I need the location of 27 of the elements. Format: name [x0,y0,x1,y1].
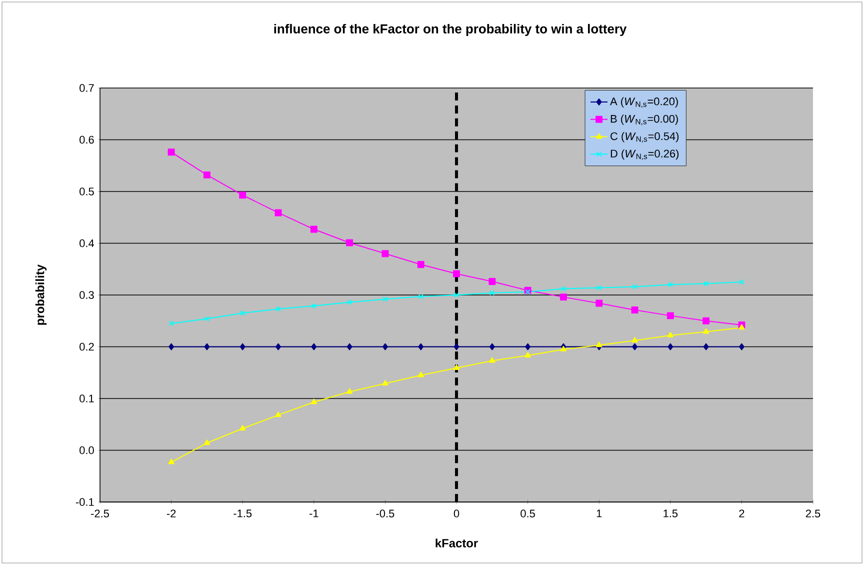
x-tick-label: 2 [739,510,744,518]
y-tick-label: 0.2 [80,342,94,351]
x-tick-label: -1 [310,510,318,518]
legend-label: D (W$_{N,s}$=0.26) [610,149,679,160]
x-tick-label: 0 [454,510,460,518]
x-tick-label: -2.5 [91,510,109,518]
y-tick-label: 0.0 [80,446,94,454]
x-tick-label: 1.5 [664,510,678,518]
y-tick-label: 0.1 [80,394,94,402]
x-tick-label: 2.5 [806,510,820,518]
y-tick-label: 0.7 [80,84,94,92]
legend-label: C (W$_{N,s}$=0.54) [610,132,679,143]
y-tick-label: -0.1 [76,498,94,506]
x-tick-label: -0.5 [376,510,394,518]
y-axis-title: probability [35,264,47,325]
legend-label: B (W$_{N,s}$=0.00) [610,114,678,126]
x-tick-label: 1 [596,510,602,518]
x-axis-title: kFactor [436,538,478,548]
legend-label: A (W$_{N,s}$=0.20) [610,97,678,108]
y-tick-label: 0.5 [80,188,94,196]
y-tick-label: 0.3 [80,291,94,299]
y-tick-label: 0.4 [80,239,94,248]
x-tick-label: -2 [166,510,176,518]
x-tick-label: 0.5 [520,510,535,518]
x-tick-label: -1.5 [234,510,252,518]
chart-title: influence of the kFactor on the probability to win a lottery [274,24,627,36]
y-tick-label: 0.6 [80,136,94,144]
